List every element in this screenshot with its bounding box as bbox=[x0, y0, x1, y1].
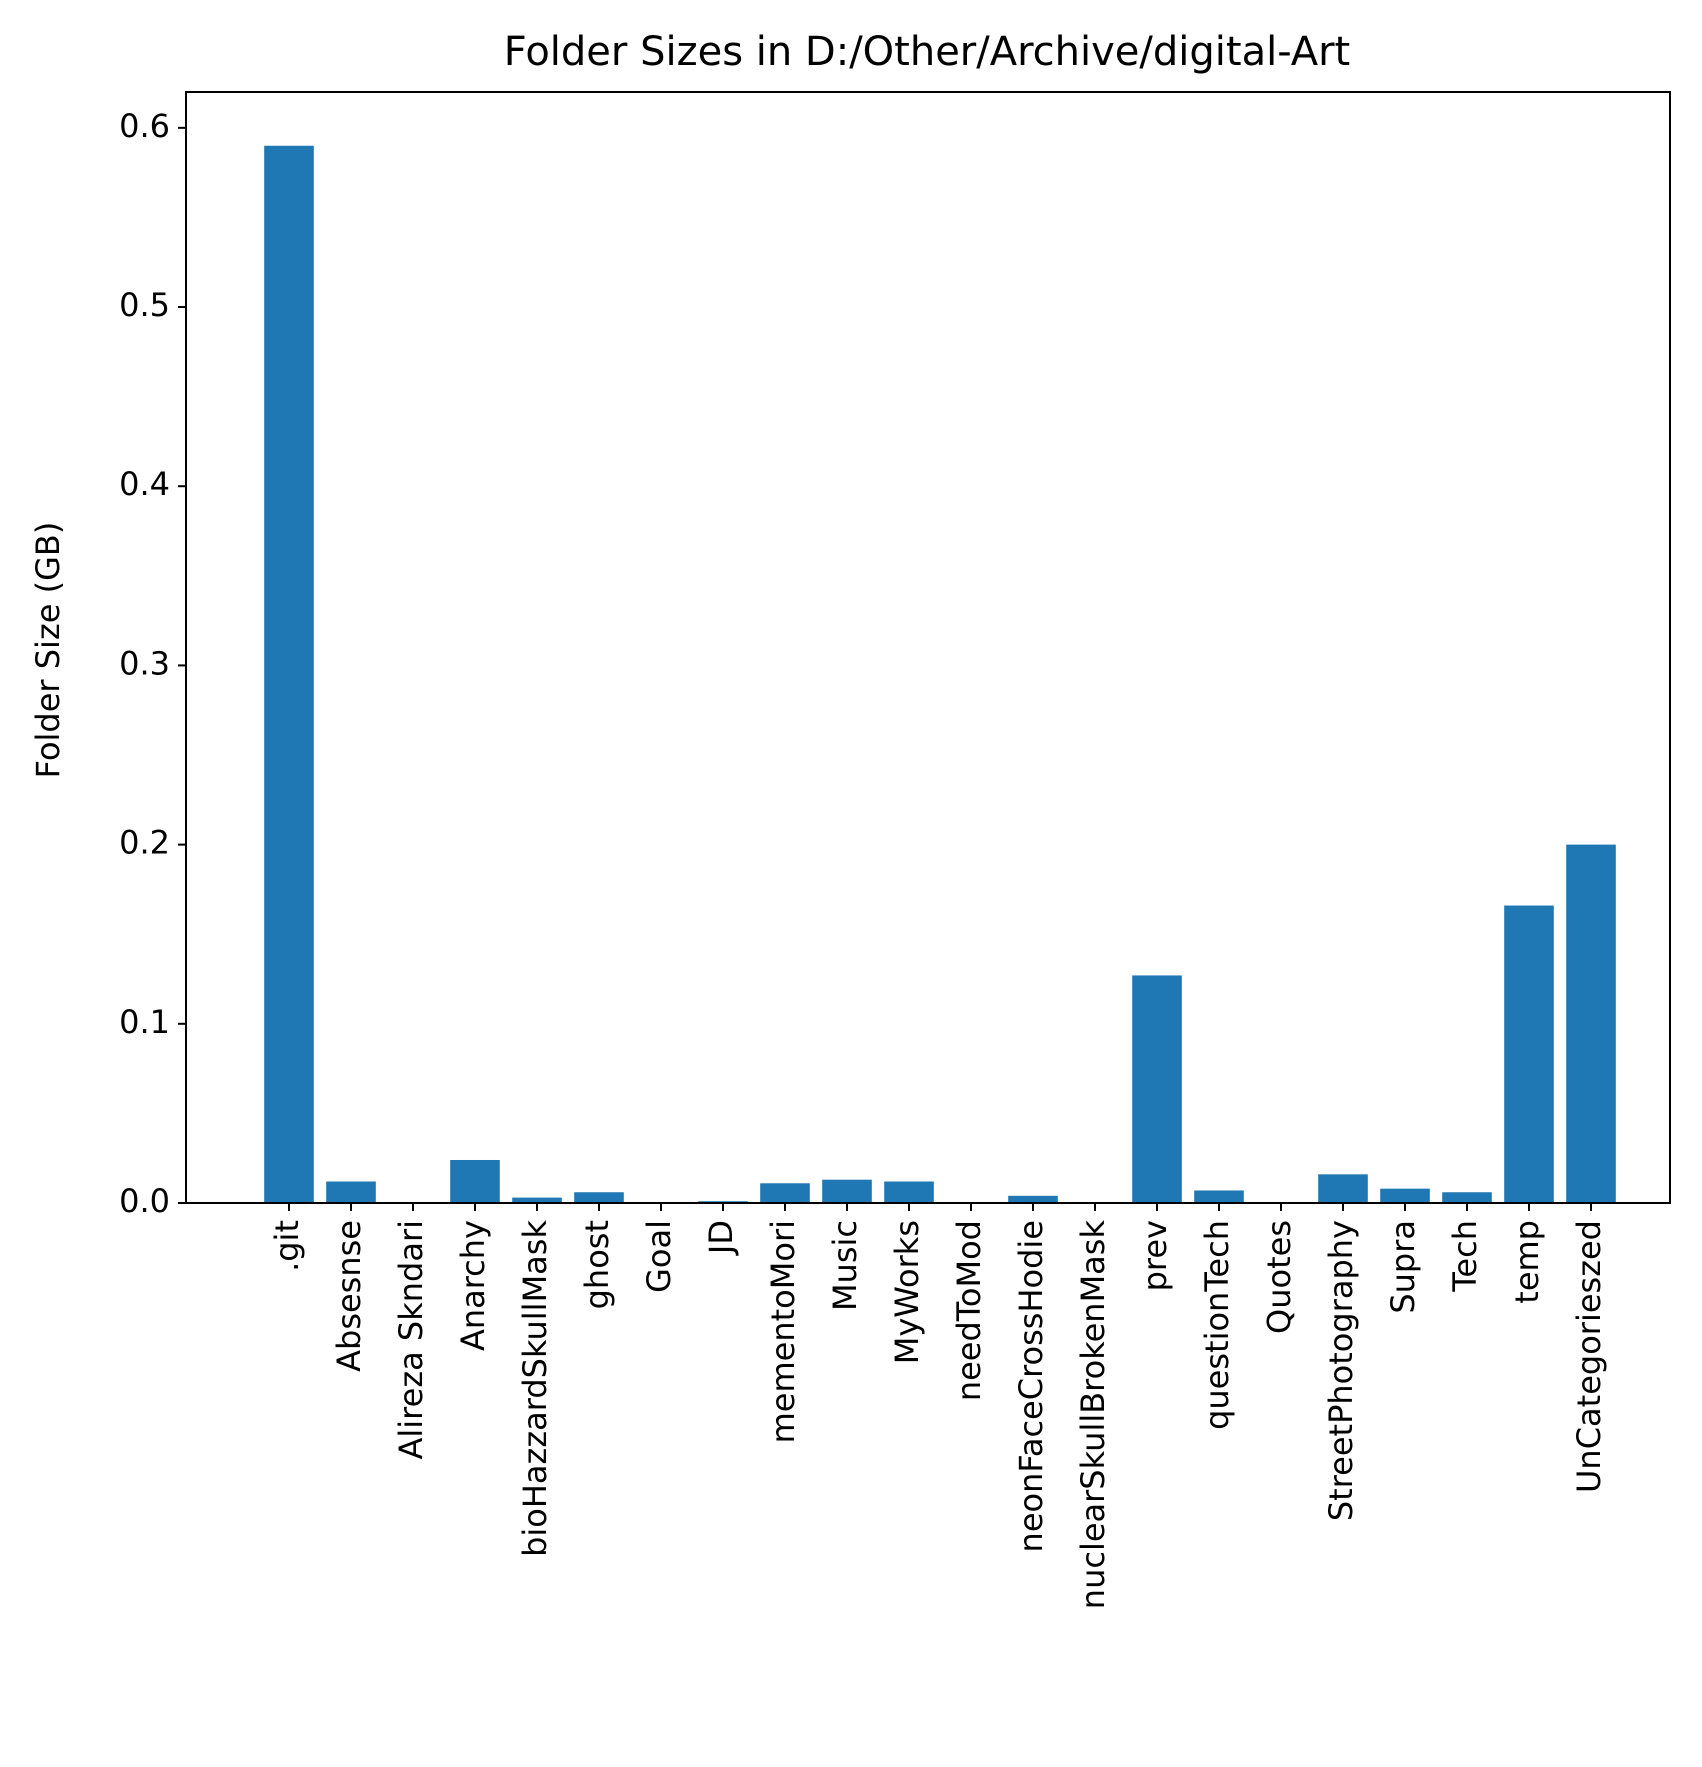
x-tick-label: bioHazzardSkullMask bbox=[516, 1220, 554, 1557]
x-tick-label: Tech bbox=[1446, 1220, 1484, 1293]
bar bbox=[822, 1179, 872, 1203]
bar bbox=[574, 1192, 624, 1203]
chart-title: Folder Sizes in D:/Other/Archive/digital… bbox=[504, 29, 1350, 75]
bar bbox=[512, 1197, 562, 1203]
bar bbox=[450, 1159, 500, 1203]
bar bbox=[1132, 975, 1182, 1203]
x-tick-label: mementoMori bbox=[764, 1220, 802, 1443]
y-tick-label: 0.4 bbox=[119, 465, 170, 503]
y-tick-label: 0.2 bbox=[119, 824, 170, 862]
x-tick-label: MyWorks bbox=[888, 1220, 926, 1364]
x-tick-label: neonFaceCrossHodie bbox=[1012, 1220, 1050, 1552]
plot-area-frame bbox=[185, 91, 1671, 1204]
bars-group bbox=[264, 145, 1616, 1203]
y-axis-label: Folder Size (GB) bbox=[29, 522, 67, 779]
bar bbox=[760, 1183, 810, 1203]
x-tick-label: temp bbox=[1508, 1220, 1546, 1304]
x-tick-label: Music bbox=[826, 1220, 864, 1311]
x-tick-label: Alireza Skndari bbox=[392, 1220, 430, 1459]
bar bbox=[1008, 1195, 1058, 1203]
bar bbox=[1380, 1188, 1430, 1203]
bar bbox=[1566, 844, 1616, 1203]
x-tick-label: StreetPhotography bbox=[1322, 1220, 1360, 1521]
bar bbox=[884, 1181, 934, 1203]
bar bbox=[1194, 1190, 1244, 1203]
x-tick-label: Absesnse bbox=[330, 1220, 368, 1372]
bar bbox=[326, 1181, 376, 1203]
x-tick-label: nuclearSkullBrokenMask bbox=[1074, 1220, 1112, 1610]
bar bbox=[264, 145, 314, 1203]
bar bbox=[1504, 905, 1554, 1203]
y-tick-label: 0.3 bbox=[119, 644, 170, 682]
bar bbox=[1318, 1174, 1368, 1203]
y-tick-label: 0.0 bbox=[119, 1182, 170, 1220]
x-tick-label: questionTech bbox=[1198, 1220, 1236, 1430]
x-ticks-group: .git Absesnse Alireza Skndari Anarchy bioHaz… bbox=[268, 1203, 1608, 1609]
y-tick-label: 0.6 bbox=[119, 107, 170, 145]
x-tick-label: Anarchy bbox=[454, 1220, 492, 1351]
x-tick-label: .git bbox=[268, 1220, 306, 1272]
y-ticks-group: 0.0 0.1 0.2 0.3 0.4 0.5 0.6 bbox=[119, 107, 186, 1220]
x-tick-label: UnCategorieszed bbox=[1570, 1220, 1608, 1493]
y-tick-label: 0.1 bbox=[119, 1003, 170, 1041]
y-tick-label: 0.5 bbox=[119, 286, 170, 324]
x-tick-label: ghost bbox=[578, 1220, 616, 1309]
x-tick-label: Supra bbox=[1384, 1220, 1422, 1314]
bar bbox=[1442, 1192, 1492, 1203]
x-tick-label: Quotes bbox=[1260, 1220, 1298, 1334]
x-tick-label: JD bbox=[702, 1220, 740, 1256]
x-tick-label: needToMod bbox=[950, 1220, 988, 1401]
x-tick-label: prev bbox=[1136, 1220, 1174, 1291]
x-tick-label: Goal bbox=[640, 1220, 678, 1293]
